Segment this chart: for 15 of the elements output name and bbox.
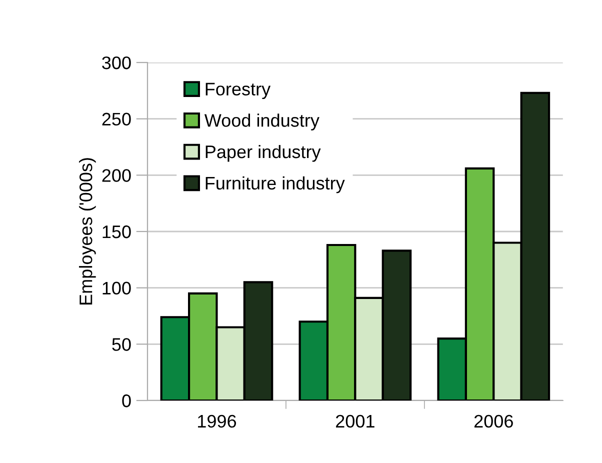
y-tick-label: 0 xyxy=(122,394,131,408)
x-tick-label: 2006 xyxy=(474,414,513,428)
x-tick-label: 2001 xyxy=(336,414,374,428)
y-tick-label: 150 xyxy=(102,225,131,238)
y-axis-title: Employees ('000s) xyxy=(79,158,96,304)
legend-label: Furniture industry xyxy=(206,176,345,194)
y-tick-label: 300 xyxy=(102,56,131,70)
y-tick-label: 200 xyxy=(102,169,131,182)
y-tick-label: 250 xyxy=(102,112,131,126)
legend-label: Forestry xyxy=(206,82,271,100)
legend-label: Wood industry xyxy=(204,114,320,130)
y-tick-label: 50 xyxy=(112,338,131,351)
y-tick-label: 100 xyxy=(102,282,131,295)
legend-label: Paper industry xyxy=(206,144,321,162)
x-tick-label: 1996 xyxy=(198,414,236,428)
